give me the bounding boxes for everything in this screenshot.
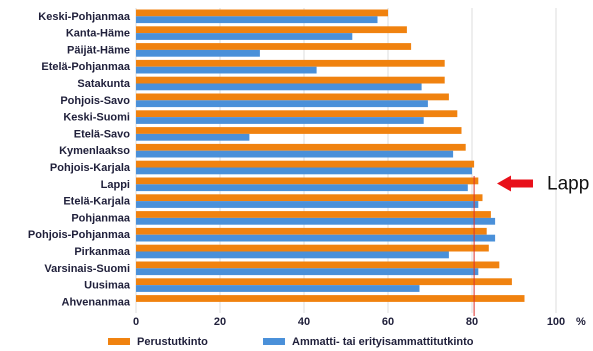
bar-perustutkinto xyxy=(136,127,462,134)
bar-ammattitutkinto xyxy=(136,100,428,108)
category-label: Pirkanmaa xyxy=(74,246,131,258)
bars xyxy=(136,9,525,302)
legend-swatch xyxy=(108,338,130,345)
category-label: Pohjois-Karjala xyxy=(50,162,131,174)
category-label: Lappi xyxy=(101,179,130,191)
category-label: Etelä-Pohjanmaa xyxy=(41,61,131,73)
bar-perustutkinto xyxy=(136,9,388,17)
bar-perustutkinto xyxy=(136,227,487,235)
bar-ammattitutkinto xyxy=(136,184,468,192)
category-label: Etelä-Karjala xyxy=(63,196,131,208)
x-tick-label: 100 xyxy=(547,316,565,328)
bar-ammattitutkinto xyxy=(136,268,479,276)
bar-perustutkinto xyxy=(136,177,479,185)
category-label: Etelä-Savo xyxy=(74,128,131,140)
bar-perustutkinto xyxy=(136,26,407,34)
bar-ammattitutkinto xyxy=(136,167,472,175)
x-tick-label: 0 xyxy=(133,316,139,328)
x-tick-label: 80 xyxy=(466,316,478,328)
bar-perustutkinto xyxy=(136,160,475,168)
legend-label: Perustutkinto xyxy=(137,336,208,348)
x-tick-label: 20 xyxy=(214,316,226,328)
bar-perustutkinto xyxy=(136,110,458,118)
category-label: Ahvenanmaa xyxy=(62,296,131,308)
bar-ammattitutkinto xyxy=(136,117,424,124)
bar-perustutkinto xyxy=(136,43,412,50)
bar-perustutkinto xyxy=(136,295,525,302)
x-tick-label: 40 xyxy=(298,316,310,328)
bar-ammattitutkinto xyxy=(136,16,378,24)
bar-perustutkinto xyxy=(136,143,466,151)
category-label: Keski-Suomi xyxy=(63,112,130,124)
category-label: Pohjois-Pohjanmaa xyxy=(28,229,131,241)
bar-ammattitutkinto xyxy=(136,251,449,259)
bar-ammattitutkinto xyxy=(136,66,317,74)
bar-ammattitutkinto xyxy=(136,150,454,158)
bar-ammattitutkinto xyxy=(136,217,496,225)
bar-perustutkinto xyxy=(136,93,449,101)
bar-perustutkinto xyxy=(136,194,483,202)
bar-ammattitutkinto xyxy=(136,83,422,91)
legend-label: Ammatti- tai erityisammattitutkinto xyxy=(292,336,474,348)
category-label: Kymenlaakso xyxy=(59,145,130,157)
bar-ammattitutkinto xyxy=(136,201,479,208)
bar-perustutkinto xyxy=(136,244,489,252)
bar-perustutkinto xyxy=(136,76,445,84)
x-tick-labels: 0 20 40 60 80 100 xyxy=(133,316,565,328)
category-label: Pohjanmaa xyxy=(71,212,131,224)
legend: Perustutkinto Ammatti- tai erityisammatti… xyxy=(108,336,474,348)
bar-perustutkinto xyxy=(136,261,500,269)
category-labels: Keski-Pohjanmaa Kanta-Häme Päijät-Häme Etel… xyxy=(28,11,131,309)
x-tick-label: 60 xyxy=(382,316,394,328)
category-label: Pohjois-Savo xyxy=(60,95,130,107)
bar-perustutkinto xyxy=(136,278,512,286)
category-label: Kanta-Häme xyxy=(66,28,130,40)
bar-ammattitutkinto xyxy=(136,234,496,242)
category-label: Satakunta xyxy=(77,78,130,90)
category-label: Uusimaa xyxy=(84,280,131,292)
bar-perustutkinto xyxy=(136,59,445,67)
annotation-label: Lapp xyxy=(547,174,589,195)
bar-ammattitutkinto xyxy=(136,133,250,141)
category-label: Varsinais-Suomi xyxy=(44,263,130,275)
x-unit-label: % xyxy=(576,316,586,328)
bar-ammattitutkinto xyxy=(136,33,353,40)
bar-ammattitutkinto xyxy=(136,285,420,292)
bar-ammattitutkinto xyxy=(136,49,260,57)
bar-perustutkinto xyxy=(136,211,491,218)
legend-swatch xyxy=(263,338,285,345)
category-label: Keski-Pohjanmaa xyxy=(38,11,131,23)
category-label: Päijät-Häme xyxy=(67,44,130,56)
arrow-icon xyxy=(497,175,533,192)
